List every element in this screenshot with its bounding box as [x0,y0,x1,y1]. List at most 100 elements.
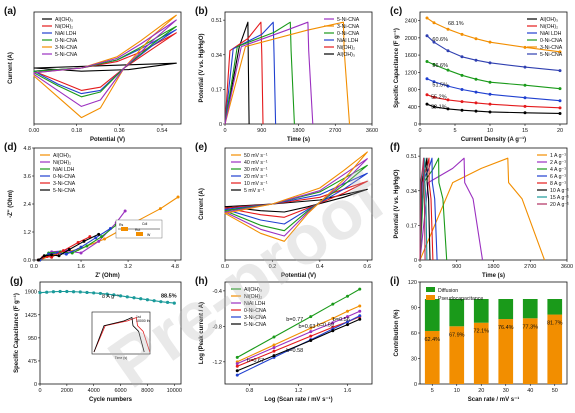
x-tick-label: 0.6 [363,264,371,270]
data-point [82,239,86,243]
y-tick-label: 0.51 [211,18,222,24]
panel-f: (f) Time (s) Potential (V vs. Hg/HgO) 0 900 1… [390,142,573,279]
x-tick-label: 0.00 [29,128,40,134]
x-tick-label: 20 [478,388,484,394]
legend-entry: NiAl LDH [540,31,562,37]
legend-entry: 5-Ni-CNA [540,52,563,58]
x-tick-label: 0.18 [71,128,82,134]
bar-pseudocapacitance [473,322,489,384]
legend-entry: 0-Ni-CNA [244,308,267,314]
series-line [224,21,250,125]
annotation: 55.2% [431,95,447,101]
data-point [488,40,492,44]
annotation: b=0.67 [247,358,264,364]
data-point [432,21,436,25]
data-point [108,227,112,230]
series-line [426,17,561,53]
series-line [224,164,368,232]
legend-entry: Al(OH)₃ [540,17,558,23]
data-point [346,323,349,327]
panel-label: (a) [4,6,16,17]
y-axis-label: Potential (V vs. Hg/HgO) [199,33,205,102]
data-point [235,362,239,366]
legend-entry: Ni(OH)₂ [244,294,262,300]
panel-label: (e) [195,142,207,153]
panel-label: (f) [390,142,400,153]
data-label: 62.4% [424,337,440,343]
data-point [523,83,527,87]
x-axis-label: Log (Scan rate / mV s⁻¹) [264,396,332,403]
series-line [33,25,177,98]
annotation: 88.5% [161,294,177,300]
data-point [432,95,436,99]
data-label: 81.7% [547,321,563,327]
data-point [446,107,450,111]
bar-pseudocapacitance [547,314,563,384]
panel-i: (i) Scan rate / mV s⁻¹ Contribution (%) 62.… [390,276,568,403]
bar-pseudocapacitance [522,318,538,384]
annotation: b=0.56 [333,317,350,323]
data-point [309,339,313,343]
y-tick-label: 400 [408,105,417,111]
legend-entry: 40 mV s⁻¹ [244,160,268,166]
legend-entry: 5-Ni-CNA [53,188,76,194]
data-point [523,111,527,115]
series-line [224,21,277,125]
legend-entry: 5-Ni-CNA [244,322,267,328]
data-point [112,293,116,297]
series-line [426,78,561,102]
series-line [224,21,351,125]
plot-frame [419,11,568,125]
data-point [488,80,492,84]
series-line [237,318,361,372]
data-point [272,343,276,347]
data-point [432,63,436,67]
panel-label: (h) [195,276,208,287]
legend-entry: 10 mV s⁻¹ [244,181,268,187]
panel-h: (h) Log (Scan rate / mV s⁻¹) Log (Peak cur… [195,276,373,403]
data-point [85,290,89,295]
x-tick-label: 0.8 [246,388,254,394]
data-point [558,50,562,54]
data-point [50,253,54,257]
y-tick-label: 30 [411,357,417,363]
annotation: 51.5% [432,83,448,89]
x-tick-label: 5 [453,128,456,134]
x-tick-label: 40 [527,388,533,394]
x-tick-label: 0 [38,388,41,394]
data-point [558,99,562,103]
data-point [76,241,80,244]
data-point [57,254,61,258]
data-point [158,207,162,211]
y-tick-label: 3.6 [23,174,31,180]
annotation: 53.1% [431,104,447,110]
series-line [33,19,177,107]
panel-label: (b) [195,6,208,17]
y-tick-label: 2.4 [23,202,31,208]
series-line [419,157,438,261]
data-point [460,100,464,104]
series-line [426,35,561,72]
inset-x-label: Time (s) [115,356,128,360]
y-tick-label: 0 [414,258,417,264]
x-tick-label: 1800 [292,128,304,134]
data-point [125,295,129,299]
bar-diffusion [547,299,563,315]
data-point [358,304,362,308]
data-point [98,291,103,296]
data-point [488,102,492,106]
y-tick-label: 1200 [405,70,417,76]
y-axis-label: Log (Peak current / A) [199,302,205,364]
data-point [558,69,562,73]
panel-g: (g) Cycle numbers Specific Capacitance (F … [10,276,182,403]
annotation: 68.1% [448,21,464,27]
legend-entry: NiAl LDH [53,167,75,173]
y-tick-label: 800 [408,88,417,94]
data-point [272,335,276,339]
data-point [474,109,478,113]
data-point [235,373,239,377]
data-point [331,329,335,333]
panel-label: (i) [390,276,399,287]
y-tick-label: 0 [414,382,417,388]
circuit-label: Cdl [142,222,147,226]
